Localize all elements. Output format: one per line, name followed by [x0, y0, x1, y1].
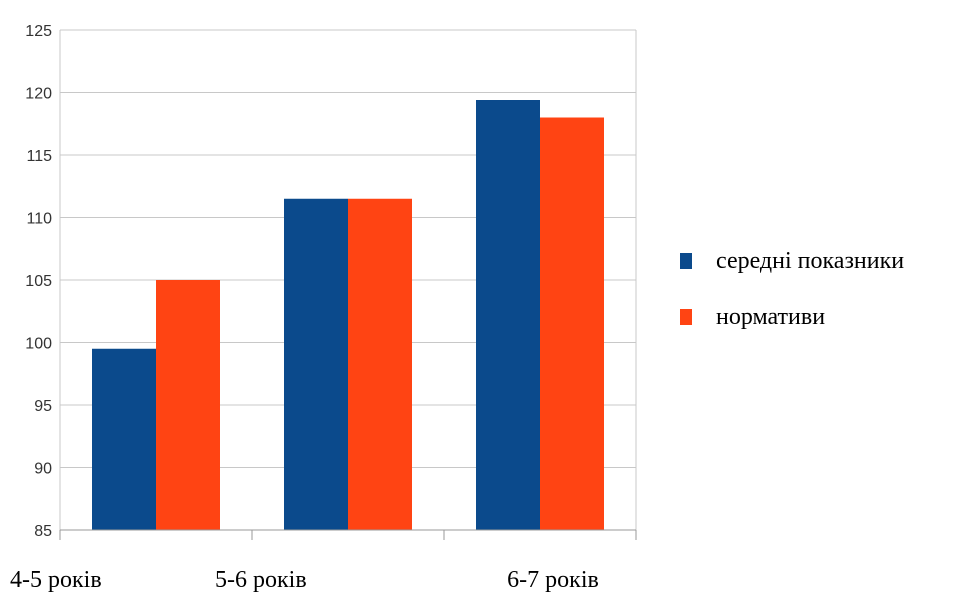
bar — [284, 198, 348, 530]
y-axis-ticks: 85 90 95 100 105 110 115 120 125 — [25, 23, 52, 540]
y-tick-label: 110 — [26, 211, 52, 228]
legend: середні показники нормативи — [680, 246, 904, 358]
y-tick-label: 115 — [26, 148, 52, 165]
bar — [348, 198, 412, 530]
category-label: 5-6 років — [215, 567, 307, 593]
bar — [540, 117, 604, 530]
y-tick-label: 90 — [34, 461, 52, 478]
category-label: 6-7 років — [507, 567, 599, 593]
legend-item-series-2: нормативи — [680, 302, 904, 332]
x-axis-categories: 4-5 років 5-6 років 6-7 років — [10, 567, 599, 593]
bar — [156, 280, 220, 530]
legend-swatch — [680, 309, 692, 325]
bars — [92, 100, 604, 530]
legend-item-series-1: середні показники — [680, 246, 904, 276]
bar — [92, 348, 156, 530]
y-tick-label: 120 — [25, 86, 52, 103]
y-tick-label: 105 — [25, 273, 52, 290]
bar — [476, 100, 540, 530]
y-tick-label: 100 — [25, 336, 52, 353]
legend-label: нормативи — [716, 303, 826, 330]
y-tick-label: 95 — [34, 398, 52, 415]
category-label: 4-5 років — [10, 567, 102, 593]
y-tick-label: 85 — [34, 523, 52, 540]
legend-label: середні показники — [716, 247, 905, 274]
legend-swatch — [680, 253, 692, 269]
x-axis — [59, 529, 637, 540]
y-tick-label: 125 — [25, 23, 52, 40]
